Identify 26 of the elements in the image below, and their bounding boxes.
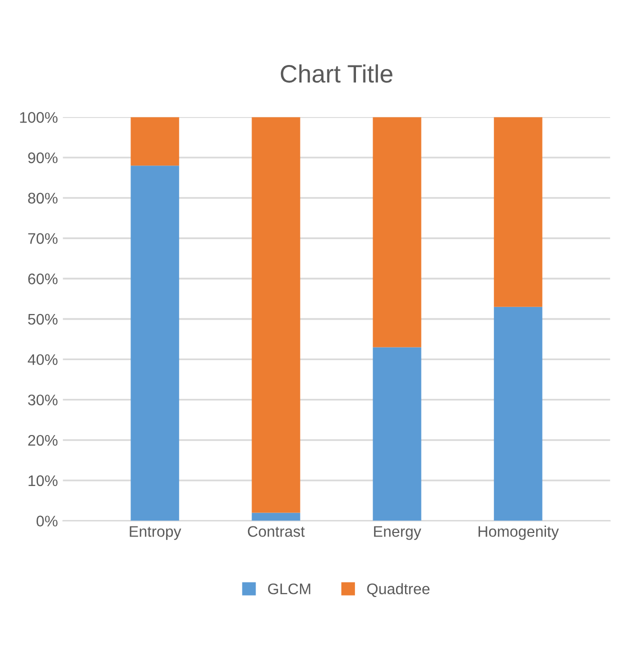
bar — [372, 347, 422, 521]
chart-title: Chart Title — [280, 64, 392, 83]
bar — [494, 117, 542, 307]
y-tick-label: 20% — [28, 434, 58, 446]
bar — [494, 306, 542, 521]
x-tick-label: Contrast — [248, 526, 305, 537]
bar — [252, 512, 300, 521]
x-tick-label: Energy — [374, 526, 422, 540]
y-tick-label: 40% — [28, 354, 58, 366]
y-tick-label: 80% — [28, 192, 58, 204]
x-tick-label: Entropy — [130, 526, 182, 540]
bar — [372, 117, 422, 348]
y-tick-label: 30% — [28, 394, 58, 406]
y-tick-label: 50% — [28, 314, 58, 325]
y-tick-label: 0% — [36, 516, 58, 526]
bar — [130, 166, 180, 521]
legend-label: GLCM — [268, 583, 310, 594]
bar — [130, 117, 180, 166]
y-tick-label: 90% — [28, 152, 58, 164]
y-tick-label: 100% — [20, 112, 58, 123]
y-tick-label: 70% — [28, 233, 58, 244]
y-tick-label: 10% — [28, 475, 58, 486]
legend-label: Quadtree — [367, 583, 430, 598]
bar — [252, 117, 300, 513]
y-tick-label: 60% — [28, 273, 58, 284]
x-tick-label: Homogenity — [478, 526, 559, 540]
